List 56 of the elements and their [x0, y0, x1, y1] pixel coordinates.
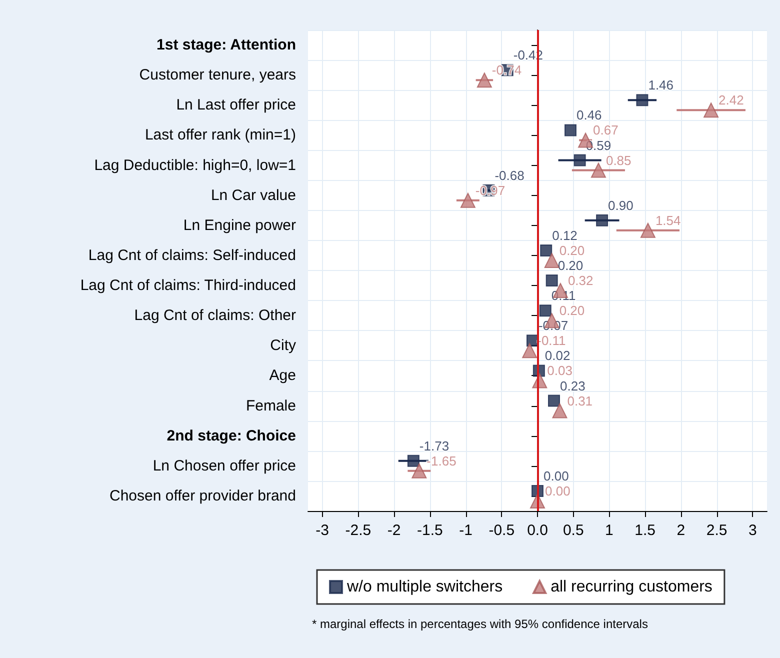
y-tick-label: City — [270, 337, 296, 354]
x-tick-label: -0.5 — [488, 522, 515, 539]
y-tick-label: Lag Cnt of claims: Other — [134, 307, 296, 324]
x-tick-label: 2 — [676, 522, 686, 539]
data-label: 1.46 — [648, 78, 674, 93]
x-tick-label: 1 — [605, 522, 614, 539]
x-tick-label: 3 — [748, 522, 757, 539]
data-label: 0.20 — [558, 258, 584, 274]
x-tick-label: 2.5 — [706, 522, 728, 539]
data-label: 0.32 — [568, 273, 594, 288]
data-label: 0.46 — [576, 108, 602, 123]
y-tick-label: Ln Car value — [210, 186, 296, 204]
y-tick-label: Customer tenure, years — [139, 66, 296, 84]
data-label: 0.00 — [544, 468, 569, 484]
data-label: 0.67 — [593, 122, 618, 138]
data-label: -1.65 — [426, 453, 456, 468]
y-tick-label: Age — [269, 367, 296, 384]
data-label: -0.68 — [494, 168, 524, 183]
legend-label: w/o multiple switchers — [346, 578, 503, 596]
x-tick-label: -2 — [387, 522, 401, 539]
data-label: 0.00 — [545, 483, 570, 498]
data-label: -0.11 — [537, 333, 566, 348]
x-tick-label: -3 — [316, 522, 330, 539]
legend-label: all recurring customers — [550, 578, 712, 596]
data-label: 0.03 — [547, 363, 572, 378]
y-tick-label: Female — [246, 397, 296, 414]
data-label: 0.02 — [544, 348, 570, 364]
data-label: 0.12 — [552, 228, 578, 243]
data-label: 1.54 — [655, 212, 681, 228]
data-label: 0.20 — [559, 242, 585, 258]
data-label: 2.42 — [718, 92, 744, 108]
y-tick-label: Ln Last offer price — [176, 96, 296, 114]
text: * marginal effects in percentages with 95% confidence intervals — [312, 617, 648, 631]
data-label: 0.23 — [560, 378, 586, 394]
y-tick-label: Lag Cnt of claims: Self-induced — [88, 246, 296, 264]
x-tick-label: 0.0 — [527, 522, 548, 539]
y-tick-label: Lag Cnt of claims: Third-induced — [80, 277, 296, 294]
data-label: -1.73 — [419, 438, 450, 454]
y-tick-label: 1st stage: Attention — [156, 36, 296, 54]
data-label: 0.85 — [606, 152, 632, 168]
data-label: 0.20 — [559, 303, 585, 318]
x-tick-label: -1 — [459, 522, 472, 539]
y-tick-label: Ln Chosen offer price — [152, 457, 296, 474]
data-label: -0.07 — [538, 318, 568, 334]
data-label: 0.90 — [608, 198, 634, 213]
data-label: 0.31 — [567, 393, 593, 408]
y-tick-label: Last offer rank (min=1) — [144, 126, 296, 144]
text: -2.5 — [345, 522, 372, 539]
y-tick-label: Lag Deductible: high=0, low=1 — [94, 156, 296, 174]
x-tick-label: 1.5 — [634, 522, 656, 539]
y-tick-label: 2nd stage: Choice — [166, 427, 296, 444]
x-tick-label: -1.5 — [416, 522, 443, 539]
y-tick-label: Chosen offer provider brand — [109, 487, 296, 504]
x-tick-label: 0.5 — [562, 522, 584, 539]
data-label: 0.59 — [586, 138, 612, 153]
y-tick-label: Ln Engine power — [183, 216, 296, 234]
